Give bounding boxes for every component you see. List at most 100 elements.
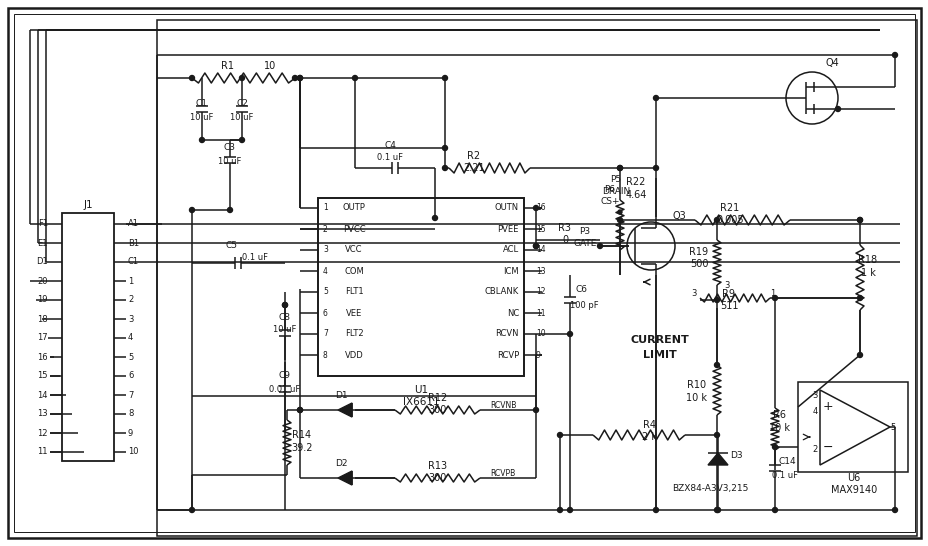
Circle shape — [597, 244, 602, 248]
Text: C3: C3 — [224, 144, 236, 152]
Text: 7: 7 — [323, 329, 328, 339]
Text: B1: B1 — [128, 239, 139, 247]
Text: 10 uF: 10 uF — [230, 112, 253, 122]
Text: R1: R1 — [221, 61, 234, 71]
Text: F1: F1 — [38, 219, 48, 228]
Text: R9: R9 — [722, 289, 735, 299]
Circle shape — [567, 331, 572, 336]
Text: 10 uF: 10 uF — [273, 325, 296, 335]
Text: 0.1 uF: 0.1 uF — [771, 471, 797, 479]
Text: 5: 5 — [128, 353, 133, 361]
Text: R18: R18 — [857, 255, 877, 265]
Text: P3: P3 — [579, 228, 590, 236]
Circle shape — [297, 407, 303, 412]
Text: 1: 1 — [769, 288, 775, 298]
Polygon shape — [338, 403, 352, 417]
Text: E1: E1 — [37, 239, 48, 247]
Text: FLT2: FLT2 — [344, 329, 363, 339]
Text: 0.1 uF: 0.1 uF — [241, 253, 267, 263]
Text: D2: D2 — [334, 460, 347, 468]
Circle shape — [282, 302, 287, 307]
Text: 6: 6 — [323, 308, 328, 318]
Text: R3: R3 — [558, 223, 571, 233]
Circle shape — [857, 217, 861, 223]
Text: C14: C14 — [778, 458, 795, 466]
Circle shape — [239, 75, 244, 80]
Text: DRAIN: DRAIN — [601, 187, 629, 197]
Circle shape — [652, 96, 658, 100]
Text: ICM: ICM — [503, 266, 519, 276]
Text: 0: 0 — [561, 235, 567, 245]
Text: R12: R12 — [428, 393, 447, 403]
Text: 16: 16 — [535, 204, 545, 212]
Text: 100 pF: 100 pF — [569, 300, 598, 310]
Text: 2: 2 — [128, 295, 133, 305]
Circle shape — [189, 207, 194, 212]
Text: 10 k: 10 k — [768, 423, 790, 433]
Circle shape — [652, 165, 658, 170]
Text: R10: R10 — [687, 380, 706, 390]
Text: D1: D1 — [36, 258, 48, 266]
Text: RCVP: RCVP — [496, 351, 519, 359]
Text: 10 uF: 10 uF — [218, 157, 241, 167]
Circle shape — [533, 407, 538, 412]
Circle shape — [557, 507, 561, 513]
Circle shape — [617, 217, 622, 223]
Text: 14: 14 — [37, 390, 48, 400]
Text: U1: U1 — [414, 385, 428, 395]
Text: P6: P6 — [604, 186, 615, 194]
Text: 14: 14 — [535, 246, 545, 254]
Polygon shape — [707, 453, 728, 465]
Circle shape — [652, 507, 658, 513]
Text: 10: 10 — [264, 61, 276, 71]
Text: 0.1 uF: 0.1 uF — [377, 153, 403, 163]
Circle shape — [567, 507, 572, 513]
Text: Q3: Q3 — [671, 211, 685, 221]
Text: 19: 19 — [37, 295, 48, 305]
Text: 2: 2 — [811, 446, 817, 454]
Circle shape — [432, 216, 437, 221]
Text: NC: NC — [506, 308, 519, 318]
Text: R22: R22 — [625, 177, 645, 187]
Text: RCVPB: RCVPB — [489, 470, 515, 478]
Text: 10 k: 10 k — [686, 393, 707, 403]
Circle shape — [714, 363, 718, 367]
Text: 18: 18 — [37, 314, 48, 323]
Text: C6: C6 — [575, 286, 587, 294]
Text: OUTP: OUTP — [342, 204, 365, 212]
Circle shape — [834, 106, 840, 111]
Text: 10: 10 — [128, 448, 138, 456]
Text: 7: 7 — [128, 390, 134, 400]
Text: 9: 9 — [535, 351, 540, 359]
Circle shape — [297, 75, 303, 80]
Text: 300: 300 — [429, 473, 446, 483]
Circle shape — [617, 165, 622, 170]
Circle shape — [189, 507, 194, 513]
Text: 3: 3 — [323, 246, 328, 254]
Text: 5: 5 — [323, 288, 328, 296]
Circle shape — [857, 353, 861, 358]
Text: VDD: VDD — [344, 351, 363, 359]
Text: 1: 1 — [323, 204, 328, 212]
Text: 3: 3 — [690, 288, 696, 298]
Circle shape — [772, 295, 777, 300]
Text: 13: 13 — [37, 410, 48, 418]
Circle shape — [892, 507, 896, 513]
Text: PVEE: PVEE — [497, 224, 519, 234]
Circle shape — [533, 244, 538, 248]
Circle shape — [292, 75, 297, 80]
Circle shape — [714, 217, 718, 223]
Circle shape — [715, 507, 720, 513]
Text: C5: C5 — [226, 240, 238, 250]
Bar — [62, 213, 114, 461]
Text: 1 k: 1 k — [859, 268, 874, 278]
Text: FLT1: FLT1 — [344, 288, 363, 296]
Text: 3: 3 — [811, 390, 817, 400]
Text: CS+: CS+ — [599, 198, 619, 206]
Circle shape — [442, 145, 447, 151]
Text: 8: 8 — [323, 351, 328, 359]
Text: 20: 20 — [37, 276, 48, 286]
Text: VCC: VCC — [345, 246, 362, 254]
Text: C4: C4 — [383, 140, 395, 150]
Text: 9: 9 — [128, 429, 133, 437]
